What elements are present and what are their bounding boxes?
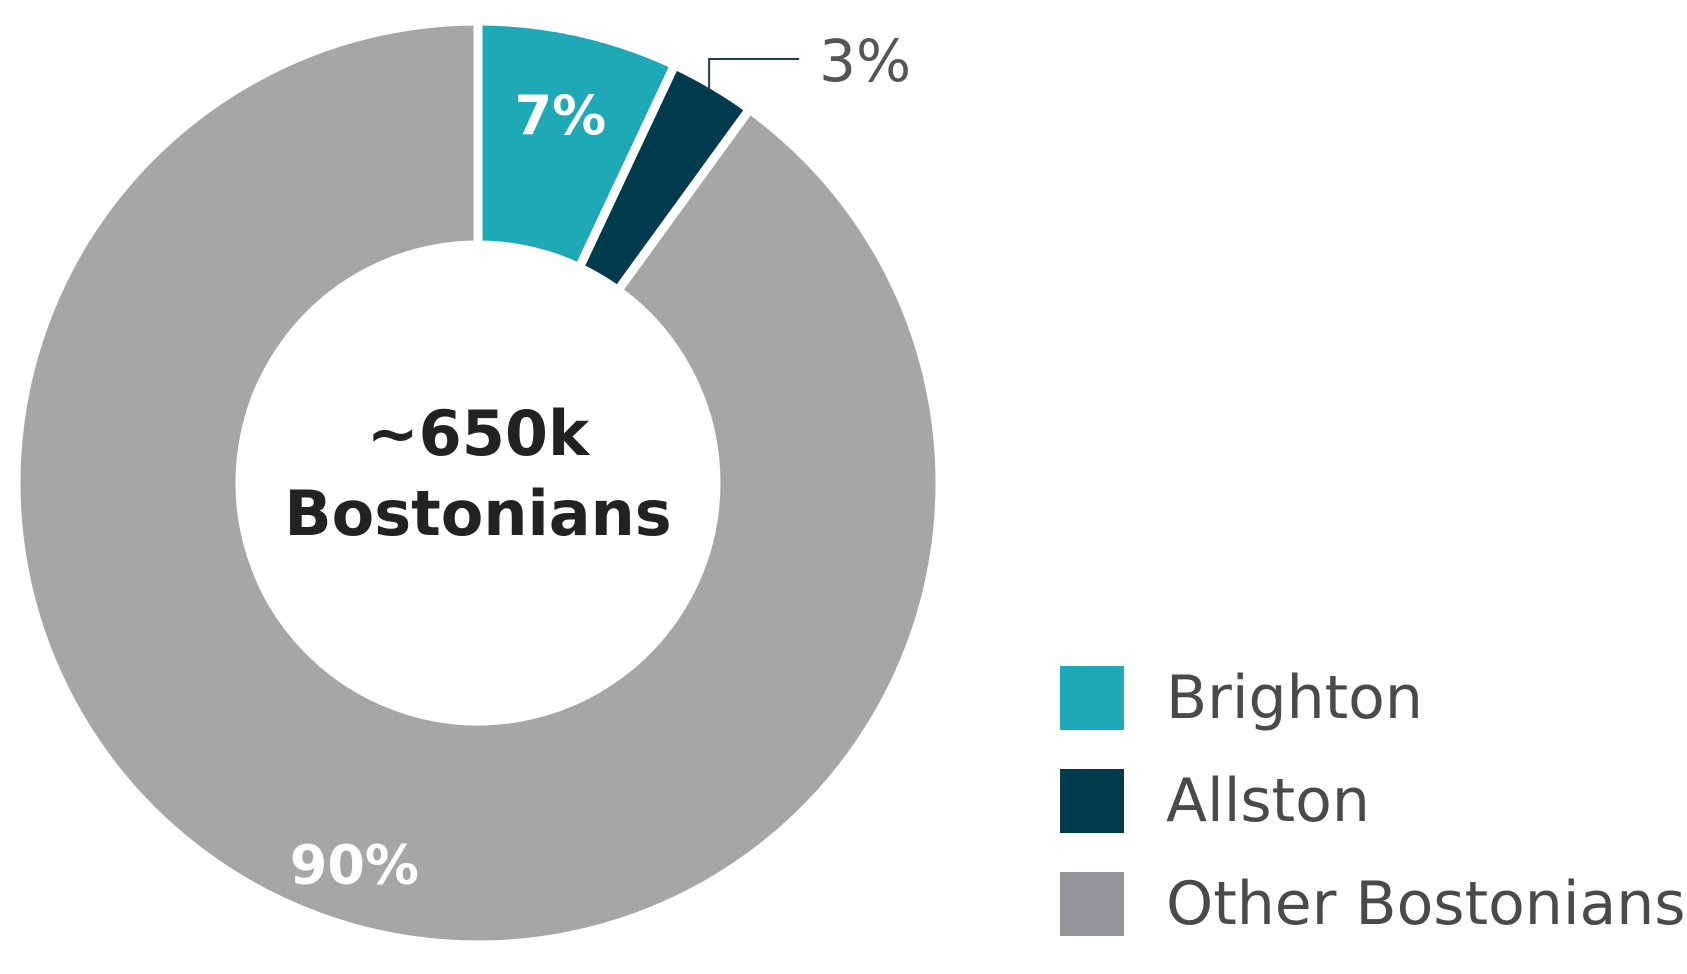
center-label: ~650k Bostonians xyxy=(284,397,671,550)
slice-other-bostonians xyxy=(11,16,945,947)
donut-slices xyxy=(11,16,945,947)
leader-line-allston xyxy=(708,58,800,93)
data-label-brighton: 7% xyxy=(515,84,607,147)
data-label-other-bostonians: 90% xyxy=(290,833,419,896)
donut-chart: 7% 3% 90% ~650k Bostonians xyxy=(11,16,945,947)
legend-item-brighton: Brighton xyxy=(1060,662,1680,733)
legend-label-brighton: Brighton xyxy=(1166,662,1423,733)
legend: Brighton Allston Other Bostonians xyxy=(1060,662,1686,974)
legend-swatch-allston xyxy=(1060,768,1124,833)
legend-item-allston: Allston xyxy=(1060,765,1680,836)
legend-item-other-bostonians: Other Bostonians xyxy=(1060,869,1686,939)
center-label-line-1: ~650k xyxy=(367,397,591,470)
legend-label-allston: Allston xyxy=(1166,765,1370,836)
center-label-line-2: Bostonians xyxy=(284,477,671,550)
legend-swatch-brighton xyxy=(1060,665,1124,730)
slice-labels: 7% 3% 90% xyxy=(290,27,911,896)
legend-swatch-other-bostonians xyxy=(1060,871,1124,936)
legend-label-other-bostonians: Other Bostonians xyxy=(1166,868,1686,939)
data-label-allston: 3% xyxy=(819,27,911,95)
